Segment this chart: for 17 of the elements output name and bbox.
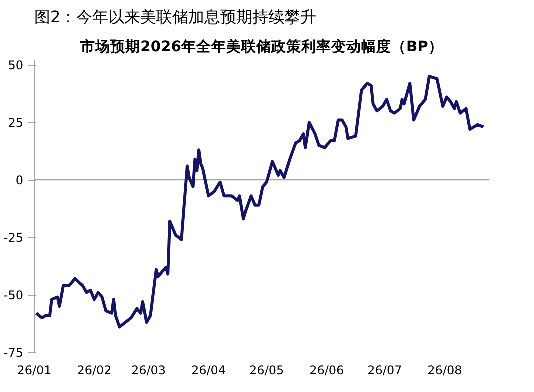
chart-title: 图2：今年以来美联储加息预期持续攀升 [34,8,317,26]
x-tick-label: 26/04 [191,364,226,378]
y-tick-label: 0 [16,174,24,188]
x-tick-label: 26/03 [131,364,166,378]
y-tick-label: 25 [8,116,24,130]
y-tick-label: -50 [4,288,24,303]
line-series [34,75,486,329]
x-tick-label: 26/02 [77,364,112,378]
x-tick-label: 26/06 [310,364,344,378]
x-tick-label: 26/08 [428,364,462,378]
y-tick-label: -25 [4,231,24,246]
y-tick-label: 50 [8,58,24,73]
x-tick-label: 26/01 [17,364,52,378]
x-tick-label: 26/07 [368,364,402,378]
x-tick-label: 26/05 [250,364,284,378]
y-tick-label: -75 [4,346,24,360]
chart-subtitle: 市场预期2026年全年美联储政策利率变动幅度（BP） [80,38,444,56]
